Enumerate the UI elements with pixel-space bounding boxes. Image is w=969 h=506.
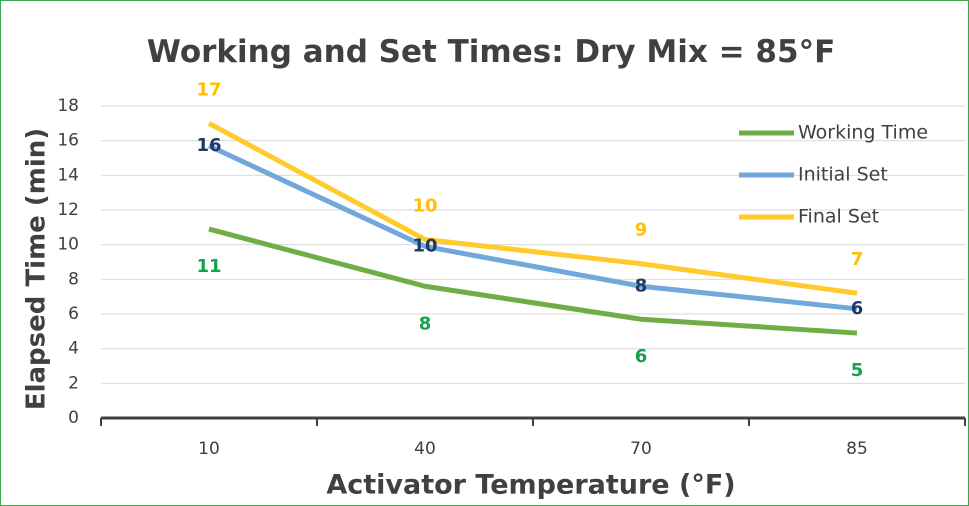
y-tick-label: 10 <box>57 235 79 255</box>
data-label: 5 <box>851 360 864 381</box>
data-label: 17 <box>196 79 221 100</box>
x-tick-label: 10 <box>198 439 220 459</box>
y-axis-label: Elapsed Time (min) <box>22 128 52 410</box>
data-label: 11 <box>196 256 221 277</box>
y-tick-label: 16 <box>57 131 79 151</box>
x-tick-label: 70 <box>630 439 652 459</box>
x-tick-label: 40 <box>414 439 436 459</box>
chart-title: Working and Set Times: Dry Mix = 85°F <box>146 34 836 70</box>
series-line <box>207 143 858 312</box>
data-label: 16 <box>196 135 221 156</box>
data-label: 9 <box>635 220 648 241</box>
y-tick-label: 8 <box>68 269 79 289</box>
y-tick-label: 4 <box>68 339 79 359</box>
x-axis-label: Activator Temperature (°F) <box>326 470 735 501</box>
legend-label: Working Time <box>798 122 928 144</box>
x-tick-label: 85 <box>846 439 868 459</box>
data-label: 8 <box>419 313 432 334</box>
legend-label: Final Set <box>798 206 879 228</box>
data-label: 10 <box>412 235 437 256</box>
data-label: 8 <box>635 275 648 296</box>
y-tick-label: 14 <box>57 165 79 185</box>
y-tick-label: 12 <box>57 200 79 220</box>
data-label: 10 <box>412 195 437 216</box>
y-tick-label: 0 <box>68 408 79 428</box>
series-line <box>207 121 858 296</box>
data-label: 6 <box>635 346 648 367</box>
series-line <box>208 226 858 336</box>
data-label: 6 <box>851 298 864 319</box>
y-tick-label: 6 <box>68 304 79 324</box>
legend-label: Initial Set <box>798 164 888 186</box>
data-label: 7 <box>851 249 864 270</box>
y-tick-label: 2 <box>68 373 79 393</box>
y-tick-label: 18 <box>57 96 79 116</box>
